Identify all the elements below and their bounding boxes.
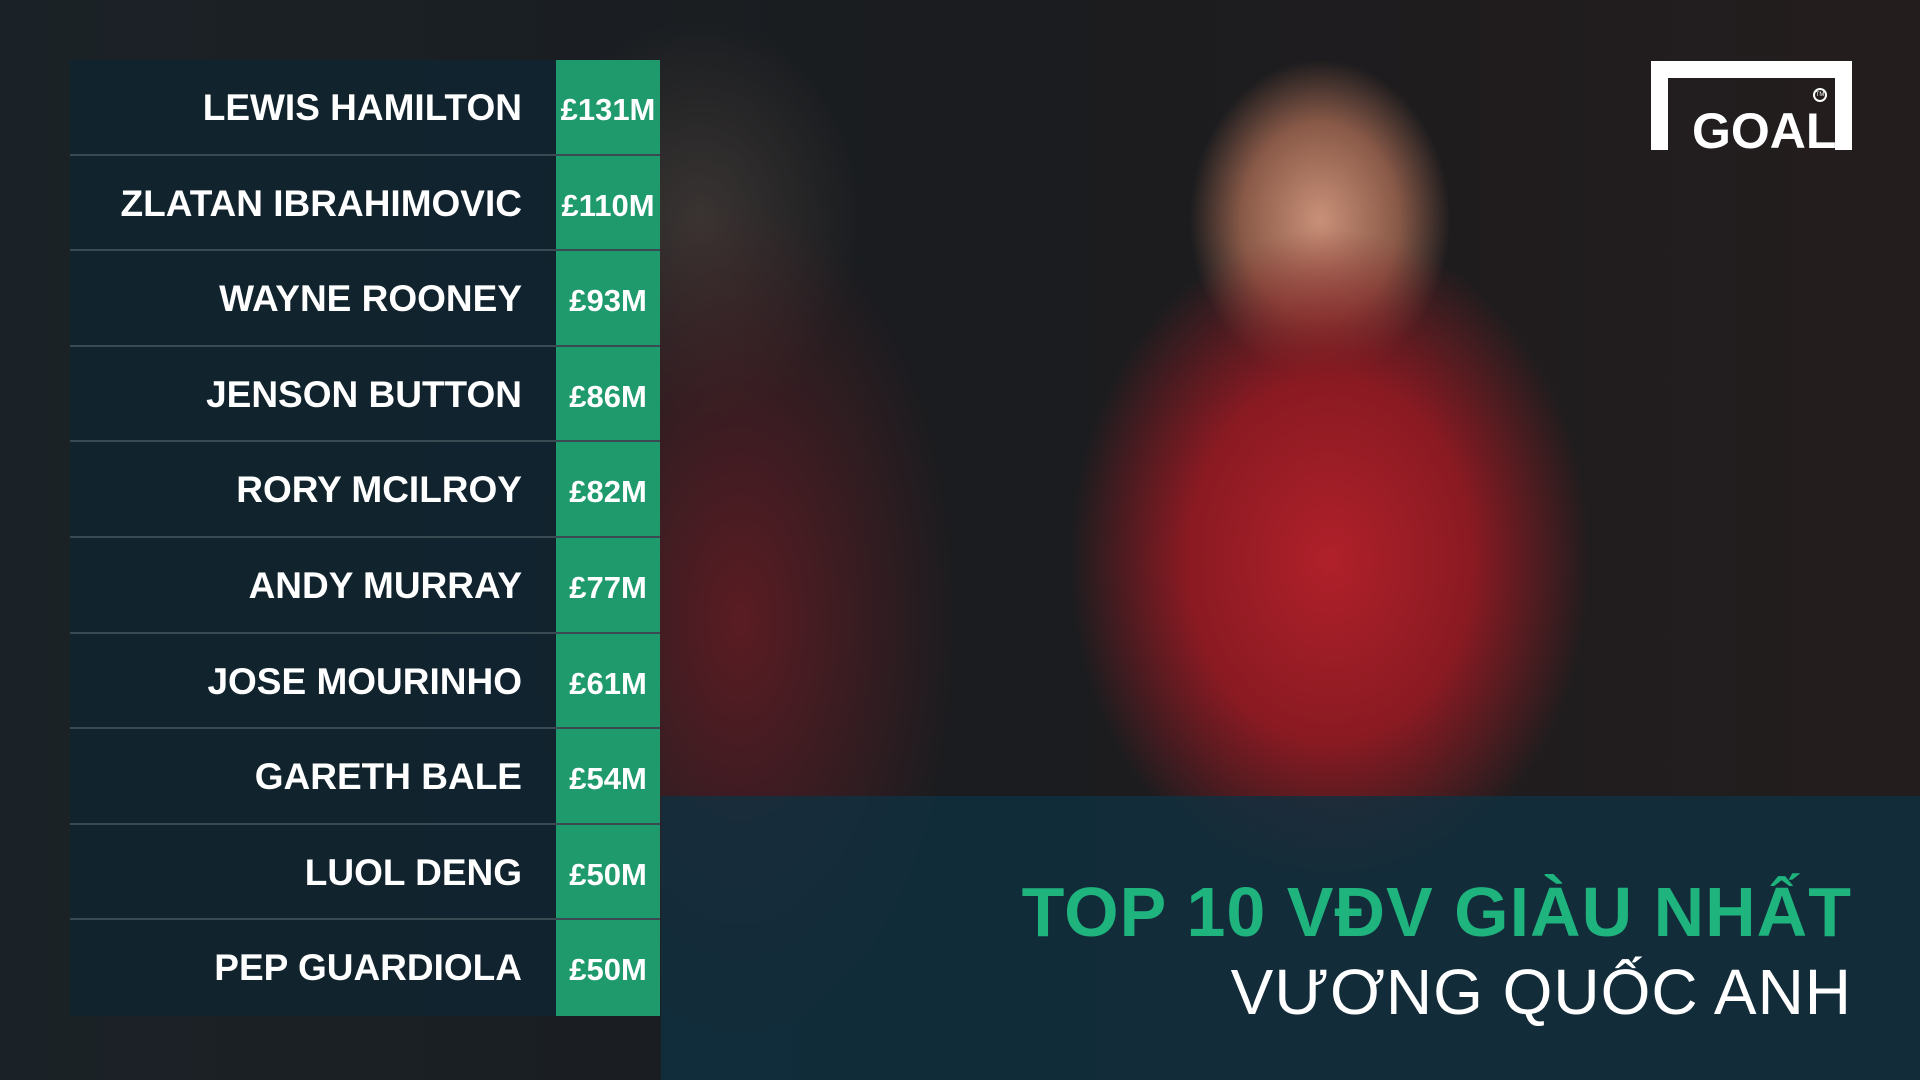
list-item: JENSON BUTTON £86M	[70, 346, 660, 443]
list-item: GARETH BALE £54M	[70, 729, 660, 825]
wealth-value: £82M	[556, 442, 660, 536]
list-item: ANDY MURRAY £77M	[70, 537, 660, 634]
logo-text: GOAL	[1692, 103, 1837, 159]
athlete-name: ZLATAN IBRAHIMOVIC	[70, 155, 556, 250]
wealth-value: £77M	[556, 537, 660, 632]
list-item: JOSE MOURINHO £61M	[70, 633, 660, 730]
athlete-name: LUOL DENG	[70, 824, 556, 919]
list-item: ZLATAN IBRAHIMOVIC £110M	[70, 155, 660, 252]
athlete-name: PEP GUARDIOLA	[70, 920, 556, 1016]
trademark-icon: TM	[1813, 88, 1827, 102]
ranking-list: LEWIS HAMILTON £131M ZLATAN IBRAHIMOVIC £11…	[70, 60, 660, 1016]
wealth-value: £86M	[556, 346, 660, 441]
list-item: LUOL DENG £50M	[70, 824, 660, 921]
athlete-name: LEWIS HAMILTON	[70, 60, 556, 154]
wealth-value: £61M	[556, 633, 660, 728]
athlete-name: JENSON BUTTON	[70, 346, 556, 441]
page-title: TOP 10 VĐV GIÀU NHẤT	[1021, 873, 1852, 951]
title-band	[661, 796, 1920, 1080]
athlete-name: RORY MCILROY	[70, 442, 556, 536]
wealth-value: £50M	[556, 920, 660, 1016]
wealth-value: £93M	[556, 251, 660, 345]
list-item: WAYNE ROONEY £93M	[70, 251, 660, 347]
list-item: LEWIS HAMILTON £131M	[70, 60, 660, 156]
list-item: PEP GUARDIOLA £50M	[70, 920, 660, 1016]
wealth-value: £131M	[556, 60, 660, 154]
athlete-name: ANDY MURRAY	[70, 537, 556, 632]
wealth-value: £54M	[556, 729, 660, 823]
athlete-name: JOSE MOURINHO	[70, 633, 556, 728]
wealth-value: £110M	[556, 155, 660, 250]
athlete-name: WAYNE ROONEY	[70, 251, 556, 345]
list-item: RORY MCILROY £82M	[70, 442, 660, 538]
page-subtitle: VƯƠNG QUỐC ANH	[1230, 956, 1852, 1028]
athlete-name: GARETH BALE	[70, 729, 556, 823]
wealth-value: £50M	[556, 824, 660, 919]
goal-logo: GOAL TM	[1651, 61, 1852, 159]
